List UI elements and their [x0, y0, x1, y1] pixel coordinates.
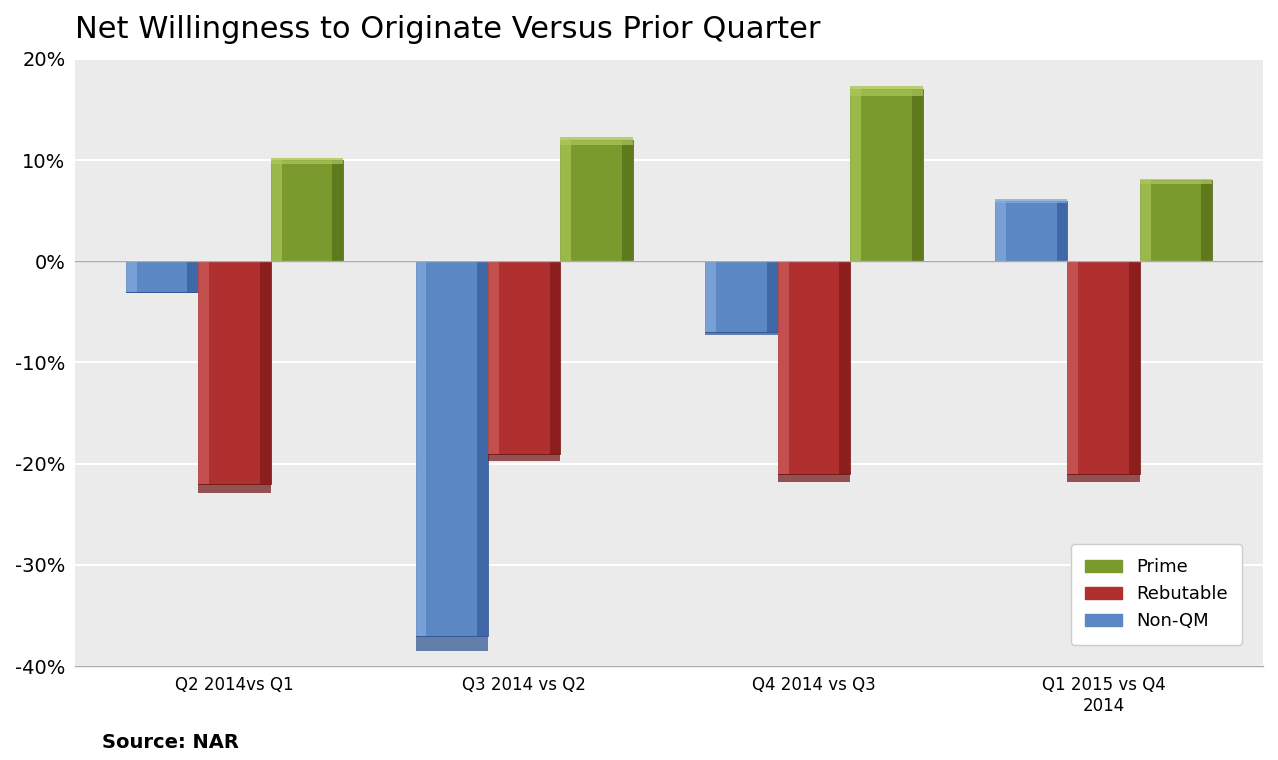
Bar [560, 140, 633, 261]
Bar [415, 635, 488, 651]
Bar [259, 261, 271, 484]
Bar [271, 160, 343, 164]
Bar [911, 89, 923, 261]
Bar [271, 160, 343, 261]
Bar [850, 86, 923, 89]
Bar [767, 261, 778, 332]
Bar [271, 158, 343, 160]
Bar [778, 261, 789, 473]
Bar [477, 261, 488, 635]
Bar [778, 261, 850, 473]
Bar [1067, 261, 1140, 473]
Bar [996, 201, 1067, 261]
Bar [850, 89, 923, 96]
Bar [1140, 180, 1150, 261]
Bar [125, 292, 198, 293]
Bar [850, 89, 923, 261]
Bar [1128, 261, 1140, 473]
Text: Source: NAR: Source: NAR [102, 733, 239, 752]
Bar [1140, 180, 1213, 261]
Bar [560, 138, 633, 140]
Bar [1201, 180, 1213, 261]
Bar [550, 261, 560, 454]
Bar [850, 89, 861, 261]
Bar [271, 160, 281, 261]
Text: Net Willingness to Originate Versus Prior Quarter: Net Willingness to Originate Versus Prio… [75, 15, 820, 44]
Bar [622, 140, 633, 261]
Bar [198, 261, 271, 484]
Bar [996, 201, 1067, 203]
Bar [125, 261, 198, 292]
Bar [1140, 179, 1213, 180]
Bar [1067, 473, 1140, 483]
Bar [332, 160, 343, 261]
Bar [996, 199, 1067, 201]
Bar [188, 261, 198, 292]
Bar [415, 261, 488, 635]
Bar [560, 140, 633, 144]
Bar [705, 261, 716, 332]
Legend: Prime, Rebutable, Non-QM: Prime, Rebutable, Non-QM [1071, 544, 1242, 645]
Bar [488, 261, 498, 454]
Bar [705, 332, 778, 335]
Bar [560, 140, 571, 261]
Bar [1057, 201, 1067, 261]
Bar [125, 261, 137, 292]
Bar [198, 484, 271, 492]
Bar [415, 261, 427, 635]
Bar [705, 261, 778, 332]
Bar [1067, 261, 1079, 473]
Bar [488, 261, 560, 454]
Bar [1140, 180, 1213, 183]
Bar [778, 473, 850, 483]
Bar [996, 201, 1006, 261]
Bar [488, 454, 560, 461]
Bar [198, 261, 210, 484]
Bar [840, 261, 850, 473]
